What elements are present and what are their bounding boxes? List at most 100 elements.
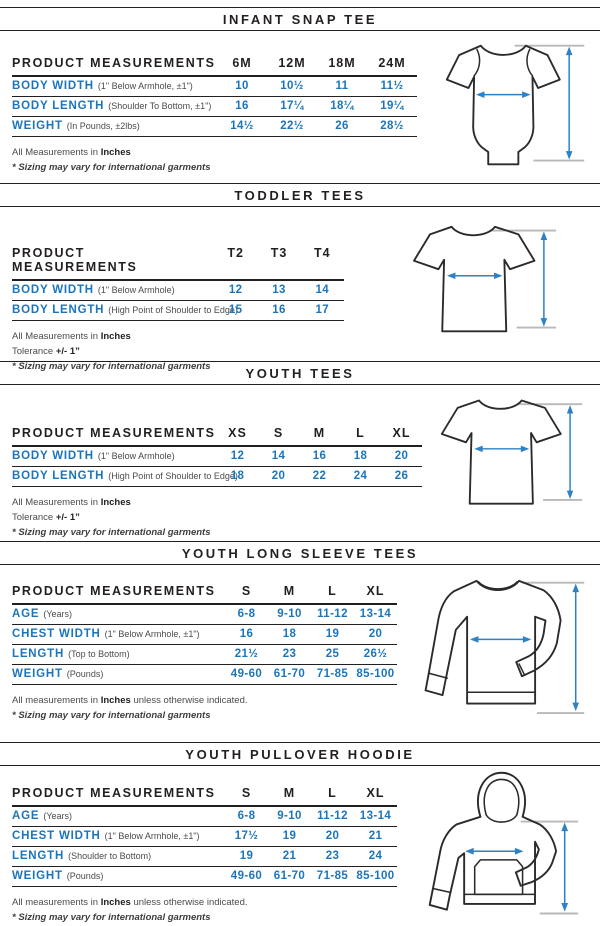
size-value: 14 [271, 450, 286, 462]
section-youth-tees: YOUTH TEES PRODUCT MEASUREMENTS XS S M L… [0, 361, 600, 541]
section-header: INFANT SNAP TEE [0, 7, 600, 31]
table-row: WEIGHT (Pounds) 49-60 61-70 71-85 85-100 [12, 867, 397, 887]
column-header: XL [366, 786, 385, 800]
youth-tee-diagram [426, 394, 584, 517]
table-row: BODY WIDTH (1" Below Armhole, ±1") 10 10… [12, 77, 417, 97]
row-note: (Years) [43, 609, 73, 619]
size-value: 10½ [280, 80, 304, 92]
table-row: CHEST WIDTH (1" Below Armhole, ±1") 16 1… [12, 625, 397, 645]
column-header: L [328, 786, 337, 800]
table-row: WEIGHT (Pounds) 49-60 61-70 71-85 85-100 [12, 665, 397, 685]
section-title: TODDLER TEES [234, 187, 366, 203]
size-value: 6-8 [237, 608, 256, 620]
table-title: PRODUCT MEASUREMENTS [12, 786, 216, 800]
table-row: LENGTH (Top to Bottom) 21½ 23 25 26½ [12, 645, 397, 665]
row-note: (1" Below Armhole, ±1") [97, 81, 193, 91]
size-value: 11 [335, 80, 349, 92]
row-label: LENGTH [12, 850, 65, 862]
size-value: 16 [272, 304, 286, 316]
row-label: BODY LENGTH [12, 470, 105, 482]
size-value: 22½ [280, 120, 304, 132]
onesie-icon [445, 44, 585, 166]
size-table: PRODUCT MEASUREMENTS S M L XL AGE (Years… [12, 783, 397, 887]
size-value: 9-10 [277, 608, 302, 620]
table-title: PRODUCT MEASUREMENTS [12, 246, 138, 274]
column-header: 24M [378, 56, 406, 70]
size-value: 26 [394, 470, 409, 482]
table-header-row: PRODUCT MEASUREMENTS T2 T3 T4 [12, 243, 344, 281]
column-header: 6M [232, 56, 252, 70]
section-title: YOUTH LONG SLEEVE TEES [181, 545, 419, 561]
row-label: CHEST WIDTH [12, 830, 101, 842]
size-value: 21½ [234, 648, 259, 660]
column-header: 18M [328, 56, 356, 70]
table-row: BODY WIDTH (1" Below Armhole) 12 14 16 1… [12, 447, 422, 467]
column-header: 12M [278, 56, 306, 70]
tee-icon [440, 399, 583, 505]
row-label: AGE [12, 810, 40, 822]
units-note: All Measurements in Inches [12, 497, 131, 508]
sizing-note: * Sizing may vary for international garm… [12, 912, 211, 923]
footnotes: All Measurements in Inches Tolerance +/-… [12, 495, 422, 540]
row-label: WEIGHT [12, 870, 63, 882]
row-note: (Shoulder To Bottom, ±1") [108, 101, 212, 111]
size-value: 25 [325, 648, 340, 660]
section-youth-long-sleeve-tees: YOUTH LONG SLEEVE TEES PRODUCT MEASUREME… [0, 541, 600, 742]
footnotes: All measurements in Inches unless otherw… [12, 895, 397, 925]
size-value: 14 [315, 284, 330, 296]
footnotes: All Measurements in Inches Tolerance +/-… [12, 329, 344, 374]
table-title: PRODUCT MEASUREMENTS [12, 426, 216, 440]
size-value: 18 [230, 470, 245, 482]
size-value: 18 [353, 450, 368, 462]
column-header: M [283, 584, 296, 598]
size-value: 12 [230, 450, 245, 462]
row-label: LENGTH [12, 648, 65, 660]
units-note: All measurements in Inches unless otherw… [12, 897, 248, 908]
size-value: 23 [325, 850, 340, 862]
row-note: (Pounds) [66, 871, 104, 881]
column-header: S [241, 584, 252, 598]
column-header: XL [392, 426, 411, 440]
size-value: 85-100 [356, 668, 395, 680]
size-value: 19¼ [380, 100, 404, 112]
row-note: (High Point of Shoulder to Edge) [108, 471, 238, 481]
row-note: (1" Below Armhole) [97, 285, 175, 295]
size-table: PRODUCT MEASUREMENTS T2 T3 T4 BODY WIDTH… [12, 243, 344, 321]
row-note: (Years) [43, 811, 73, 821]
size-value: 85-100 [356, 870, 395, 882]
size-value: 22 [312, 470, 327, 482]
table-header-row: PRODUCT MEASUREMENTS XS S M L XL [12, 423, 422, 447]
size-value: 18 [282, 628, 297, 640]
section-infant-snap-tee: INFANT SNAP TEE PRODUCT MEASUREMENTS 6M … [0, 7, 600, 183]
row-note: (Shoulder to Bottom) [68, 851, 152, 861]
column-header: M [313, 426, 326, 440]
units-note: All measurements in Inches unless otherw… [12, 695, 248, 706]
size-table: PRODUCT MEASUREMENTS 6M 12M 18M 24M BODY… [12, 53, 417, 137]
column-header: T4 [314, 246, 331, 260]
size-value: 10 [235, 80, 249, 92]
table-header-row: PRODUCT MEASUREMENTS S M L XL [12, 581, 397, 605]
column-header: L [328, 584, 337, 598]
size-value: 24 [368, 850, 383, 862]
size-value: 13-14 [359, 810, 392, 822]
units-note: All Measurements in Inches [12, 147, 131, 158]
size-value: 21 [368, 830, 383, 842]
table-row: AGE (Years) 6-8 9-10 11-12 13-14 [12, 605, 397, 625]
size-value: 20 [271, 470, 286, 482]
long-sleeve-tee-diagram [418, 570, 588, 727]
size-value: 26 [335, 120, 349, 132]
table-row: BODY LENGTH (High Point of Shoulder to E… [12, 467, 422, 487]
section-header: YOUTH TEES [0, 361, 600, 385]
size-value: 71-85 [316, 668, 349, 680]
size-value: 17¼ [280, 100, 304, 112]
size-value: 11½ [380, 80, 404, 92]
size-value: 49-60 [230, 668, 263, 680]
column-header: XL [366, 584, 385, 598]
table-title: PRODUCT MEASUREMENTS [12, 584, 216, 598]
tolerance-note: Tolerance +/- 1” [12, 512, 80, 523]
section-header: YOUTH PULLOVER HOODIE [0, 742, 600, 766]
row-label: BODY LENGTH [12, 304, 105, 316]
row-note: (High Point of Shoulder to Edge) [108, 305, 238, 315]
table-header-row: PRODUCT MEASUREMENTS 6M 12M 18M 24M [12, 53, 417, 77]
section-title: YOUTH PULLOVER HOODIE [185, 746, 415, 762]
